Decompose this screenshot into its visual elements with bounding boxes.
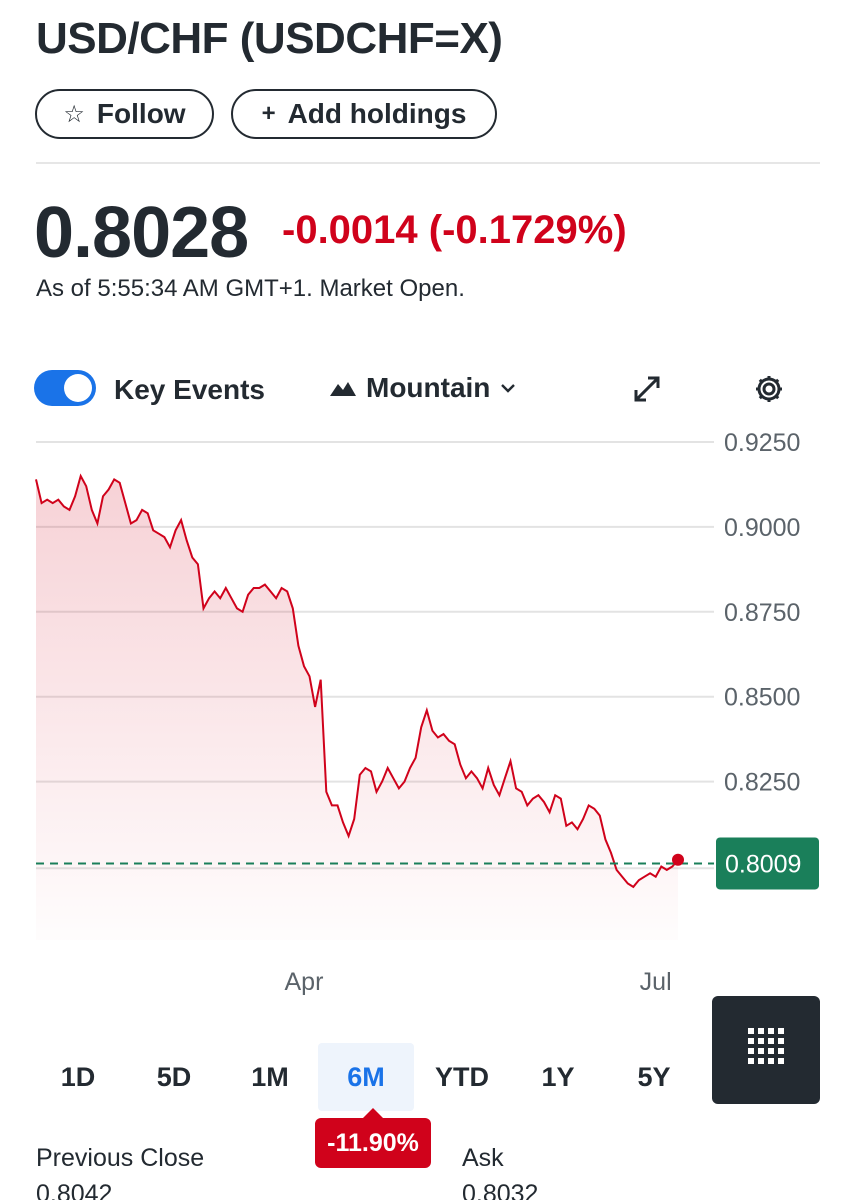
y-tick-label: 0.8750 — [724, 599, 800, 627]
key-events-label: Key Events — [114, 374, 265, 405]
header-divider — [36, 162, 820, 164]
current-price: 0.8028 — [34, 193, 249, 273]
y-tick-label: 0.9250 — [724, 429, 800, 457]
x-tick-label: Jul — [640, 968, 672, 996]
previous-close-label: Previous Close — [36, 1144, 205, 1172]
grid-menu-button[interactable] — [712, 996, 820, 1104]
key-events-toggle[interactable] — [34, 370, 96, 406]
gear-icon[interactable] — [752, 372, 786, 406]
expand-icon[interactable] — [630, 372, 664, 406]
reference-price-label: 0.8009 — [716, 837, 819, 890]
y-tick-label: 0.8250 — [724, 769, 800, 797]
x-tick-label: Apr — [285, 968, 324, 996]
chart-type-label: Mountain — [366, 372, 491, 403]
chevron-down-icon — [501, 384, 516, 393]
range-change-badge: -11.90% — [315, 1108, 431, 1168]
previous-close-value: 0.8042 — [36, 1180, 113, 1200]
ask-value: 0.8032 — [462, 1180, 539, 1200]
follow-button[interactable]: ☆ Follow — [35, 89, 214, 139]
range-6m[interactable]: 6M — [318, 1043, 414, 1111]
grid-icon — [748, 1028, 784, 1064]
range-5y[interactable]: 5Y — [637, 1061, 671, 1092]
range-1d[interactable]: 1D — [60, 1061, 96, 1092]
chart-area — [36, 476, 678, 940]
follow-label: Follow — [96, 98, 186, 129]
price-change: -0.0014 (-0.1729%) — [282, 208, 627, 252]
market-status: As of 5:55:34 AM GMT+1. Market Open. — [36, 275, 465, 302]
add-holdings-button[interactable]: + Add holdings — [231, 89, 497, 139]
range-ytd[interactable]: YTD — [435, 1061, 489, 1092]
range-1y[interactable]: 1Y — [541, 1061, 575, 1092]
toggle-knob — [64, 374, 92, 402]
y-tick-label: 0.9000 — [724, 514, 800, 542]
plus-icon: + — [261, 100, 276, 127]
range-selector: 1D 5D 1M 6M YTD 1Y 5Y — [30, 1043, 702, 1111]
last-price-dot — [672, 853, 684, 866]
chart-type-dropdown[interactable]: Mountain — [330, 372, 516, 404]
price-chart[interactable]: 0.8009 0.9250 0.9000 0.8750 0.8500 0.8250 Ap… — [0, 420, 856, 1000]
ask-label: Ask — [462, 1144, 504, 1172]
page-title: USD/CHF (USDCHF=X) — [36, 14, 503, 63]
mountain-icon — [330, 382, 356, 396]
add-holdings-label: Add holdings — [287, 98, 467, 129]
svg-text:0.8009: 0.8009 — [725, 850, 801, 878]
star-icon: ☆ — [63, 100, 85, 128]
range-1m[interactable]: 1M — [251, 1061, 289, 1092]
range-5d[interactable]: 5D — [156, 1061, 192, 1092]
chart-line — [35, 473, 679, 889]
y-tick-label: 0.8500 — [724, 684, 800, 712]
